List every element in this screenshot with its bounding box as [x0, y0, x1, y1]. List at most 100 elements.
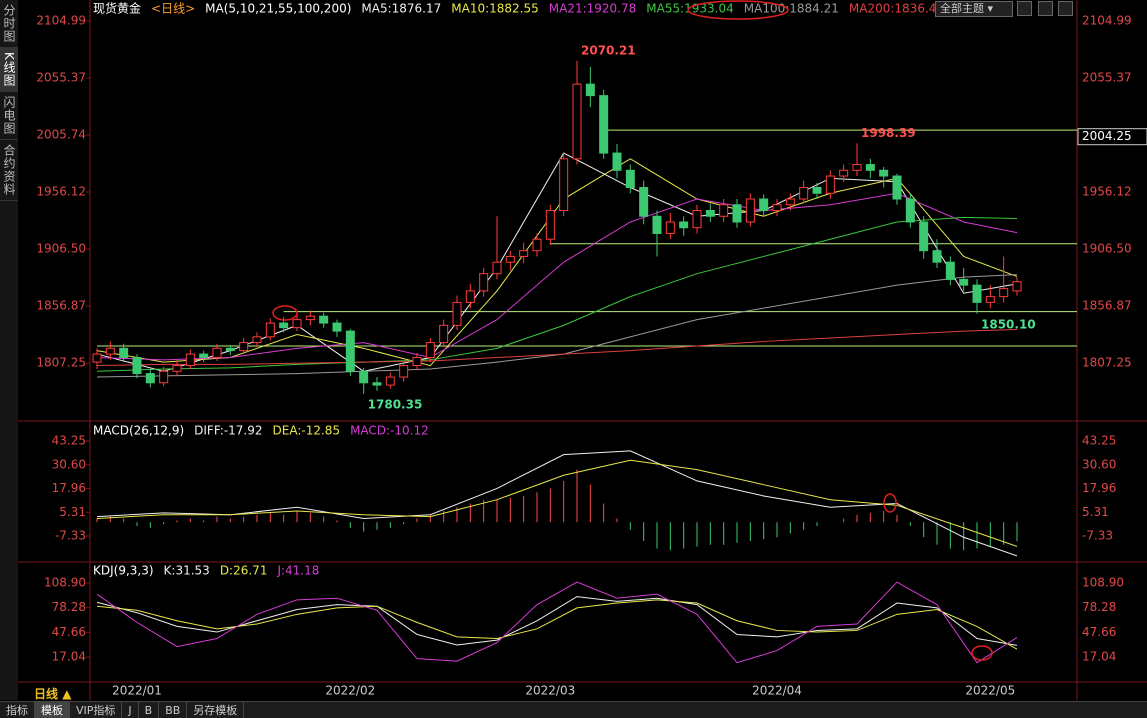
candle-body [479, 273, 489, 292]
candle-body [612, 152, 622, 171]
background [18, 0, 1147, 700]
indicator-line [96, 450, 1018, 557]
candle-body [212, 347, 222, 359]
highlight-ellipse [272, 305, 298, 321]
legend-entry: MA21:1920.78 [549, 2, 637, 16]
candle-body [945, 261, 955, 280]
y-tick-label: 30.60 [52, 457, 86, 471]
y-tick-label: 1807.25 [36, 355, 86, 369]
legend-entry: 现货黄金 [93, 1, 141, 16]
y-tick-label: 1807.25 [1082, 355, 1132, 369]
theme-label: 全部主题 [940, 2, 984, 15]
indicator-line [96, 192, 1018, 361]
candle-body [465, 290, 475, 303]
candle-body [599, 95, 609, 154]
candle-body [985, 296, 995, 303]
legend-entry: MA(5,10,21,55,100,200) [205, 2, 351, 16]
legend-entry: KDJ(9,3,3) [93, 564, 154, 578]
y-tick-label: -7.33 [1082, 529, 1113, 543]
y-tick-label: 108.90 [44, 575, 86, 589]
price-annotation: 1780.35 [368, 397, 423, 411]
candle-body [852, 164, 862, 171]
plot-layer: 2104.992104.992055.372055.372005.742005.… [36, 1, 1147, 698]
theme-dropdown[interactable]: 全部主题 ▾ [935, 1, 1013, 17]
candle-body [145, 373, 155, 384]
candle-body [625, 169, 635, 189]
y-tick-label: 47.66 [52, 625, 86, 639]
legend-entry: MA10:1882.55 [451, 2, 539, 16]
indicator-line [96, 216, 1018, 372]
period-selector[interactable]: 日线 ▲ [34, 687, 72, 701]
legend-entry: MA55:1933.04 [646, 2, 734, 16]
y-tick-label: 1856.87 [1082, 298, 1132, 312]
legend-entry: <日线> [151, 2, 195, 16]
window-button[interactable] [1058, 1, 1073, 16]
candle-body [425, 342, 435, 359]
candle-body [679, 221, 689, 229]
bottom-tab[interactable]: VIP指标 [70, 702, 123, 718]
candle-body [265, 322, 275, 338]
candle-body [745, 198, 755, 223]
side-tab[interactable]: 合约资料 [0, 140, 18, 201]
legend-entry: J:41.18 [276, 564, 319, 578]
candle-body [345, 330, 355, 372]
side-tab[interactable]: 分时图 [0, 0, 18, 48]
candle-body [439, 324, 449, 344]
window-button[interactable] [1017, 1, 1032, 16]
candle-body [932, 250, 942, 263]
y-tick-label: 43.25 [1082, 434, 1116, 448]
legend-entry: MA5:1876.17 [361, 2, 441, 16]
sidebar: 分时图 K线图 闪电图 合约资料 [0, 0, 19, 700]
candle-body [92, 353, 102, 363]
candle-body [772, 204, 782, 211]
candle-body [719, 204, 729, 217]
candle-body [225, 347, 235, 352]
y-tick-label: 78.28 [1082, 600, 1116, 614]
bottom-tab[interactable]: 模板 [35, 702, 70, 718]
candle-body [172, 365, 182, 372]
candle-body [665, 221, 675, 234]
y-tick-label: 2055.37 [1082, 70, 1132, 84]
bottom-tab[interactable]: 另存模板 [187, 702, 245, 718]
bottom-tab[interactable]: 指标 [0, 702, 35, 718]
y-tick-label: 17.96 [1082, 481, 1116, 495]
legend-entry: MACD:-10.12 [350, 424, 429, 438]
highlight-ellipse [687, 0, 789, 20]
cursor-price-box [1077, 128, 1147, 146]
x-tick-label: 2022/05 [965, 684, 1015, 698]
y-tick-label: 2104.99 [1082, 13, 1132, 27]
y-tick-label: 1956.12 [1082, 184, 1132, 198]
y-tick-label: -7.33 [55, 529, 86, 543]
candle-body [239, 342, 249, 352]
candle-body [732, 204, 742, 223]
candle-body [279, 322, 289, 329]
candle-body [359, 370, 369, 384]
x-tick-label: 2022/02 [325, 684, 375, 698]
y-tick-label: 1856.87 [36, 298, 86, 312]
candle-body [132, 357, 142, 375]
side-tab[interactable]: K线图 [0, 48, 18, 92]
bottom-tabs: 指标 模板 VIP指标 J B BB 另存模板 [0, 701, 1147, 718]
bottom-tab[interactable]: BB [159, 702, 188, 718]
candle-body [572, 83, 582, 160]
candle-body [705, 209, 715, 217]
bottom-tab[interactable]: J [122, 702, 139, 718]
candle-body [839, 169, 849, 177]
side-tab[interactable]: 闪电图 [0, 92, 18, 140]
candle-body [159, 370, 169, 384]
candle-body [105, 347, 115, 355]
candle-body [919, 221, 929, 252]
price-annotation: 1850.10 [981, 317, 1036, 331]
y-tick-label: 30.60 [1082, 457, 1116, 471]
legend-entry: MACD(26,12,9) [93, 424, 184, 438]
price-annotation: 2070.21 [581, 43, 636, 57]
indicator-line [96, 599, 1018, 650]
bottom-tab[interactable]: B [139, 702, 160, 718]
period-label: 日线 [34, 687, 59, 701]
candle-body [812, 187, 822, 194]
window-button[interactable] [1038, 1, 1053, 16]
y-tick-label: 2005.74 [36, 127, 86, 141]
indicator-line [96, 596, 1018, 646]
y-tick-label: 5.31 [1082, 505, 1109, 519]
